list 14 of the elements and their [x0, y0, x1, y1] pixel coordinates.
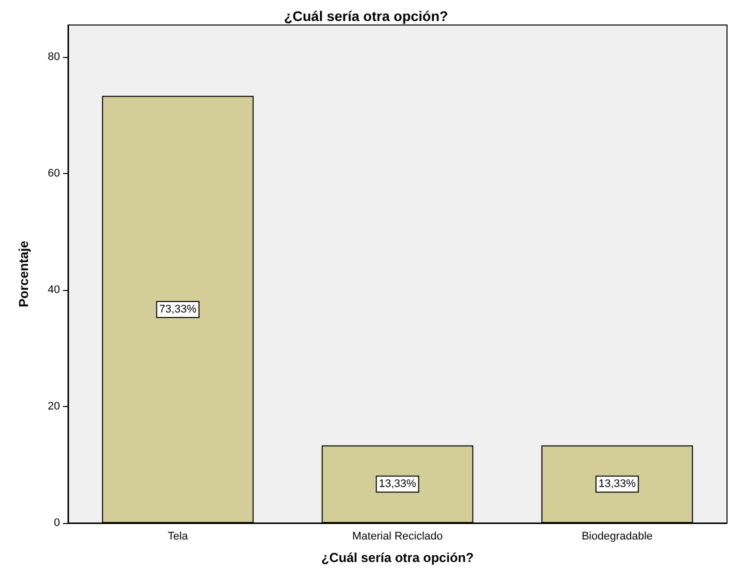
x-axis-title: ¿Cuál sería otra opción? — [321, 550, 474, 565]
y-axis-title: Porcentaje — [16, 240, 31, 308]
data-label: 73,33% — [159, 303, 197, 316]
x-tick-label: Biodegradable — [582, 530, 653, 542]
data-label: 13,33% — [378, 478, 416, 490]
data-label: 13,33% — [598, 478, 636, 490]
y-tick-label: 40 — [48, 284, 60, 296]
y-tick-label: 20 — [48, 400, 60, 413]
x-tick-label: Material Reciclado — [352, 530, 443, 542]
y-tick-label: 80 — [48, 51, 60, 64]
y-tick-label: 0 — [54, 517, 60, 529]
y-tick-label: 60 — [48, 168, 60, 180]
chart-title: ¿Cuál sería otra opción? — [284, 8, 448, 24]
x-tick-label: Tela — [168, 530, 189, 542]
